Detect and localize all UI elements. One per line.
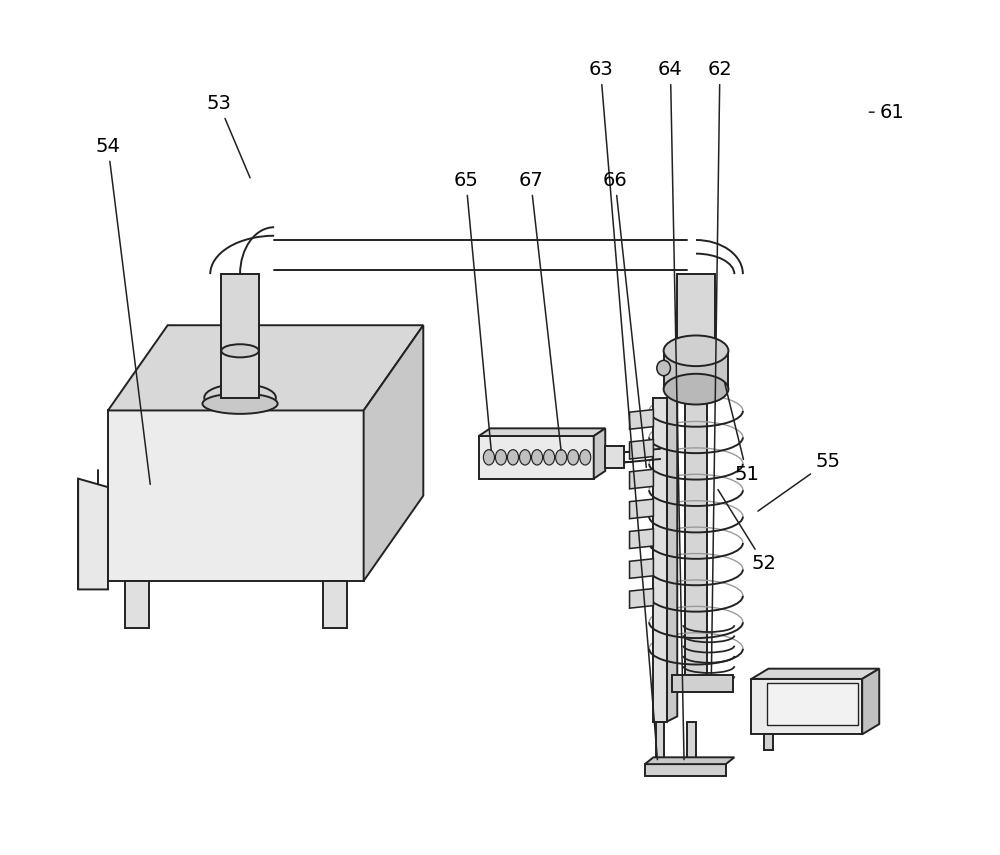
Text: 66: 66 bbox=[603, 171, 646, 468]
Ellipse shape bbox=[568, 450, 579, 465]
Text: 52: 52 bbox=[718, 490, 777, 574]
Ellipse shape bbox=[519, 450, 531, 465]
Text: 62: 62 bbox=[707, 60, 732, 674]
Polygon shape bbox=[630, 439, 653, 459]
Text: 54: 54 bbox=[96, 137, 150, 485]
Polygon shape bbox=[364, 325, 423, 581]
Text: 65: 65 bbox=[453, 171, 491, 451]
Polygon shape bbox=[630, 529, 653, 549]
Text: 55: 55 bbox=[758, 452, 841, 511]
Ellipse shape bbox=[556, 450, 567, 465]
Polygon shape bbox=[323, 581, 347, 628]
Polygon shape bbox=[656, 722, 664, 764]
Polygon shape bbox=[862, 669, 879, 734]
Ellipse shape bbox=[495, 450, 506, 465]
Polygon shape bbox=[221, 351, 259, 398]
Polygon shape bbox=[108, 410, 364, 581]
Text: 51: 51 bbox=[725, 383, 760, 484]
Polygon shape bbox=[672, 675, 733, 692]
Polygon shape bbox=[751, 669, 879, 679]
Polygon shape bbox=[687, 722, 696, 764]
Ellipse shape bbox=[202, 393, 278, 414]
Polygon shape bbox=[645, 764, 726, 776]
Polygon shape bbox=[630, 410, 653, 429]
Polygon shape bbox=[605, 446, 624, 469]
Ellipse shape bbox=[507, 450, 519, 465]
Polygon shape bbox=[764, 734, 773, 750]
Text: 67: 67 bbox=[518, 171, 561, 451]
Polygon shape bbox=[221, 274, 259, 351]
Ellipse shape bbox=[664, 374, 728, 404]
Text: 53: 53 bbox=[206, 94, 250, 178]
Polygon shape bbox=[685, 389, 707, 683]
Polygon shape bbox=[630, 558, 653, 578]
Text: 61: 61 bbox=[869, 103, 904, 121]
Text: 63: 63 bbox=[588, 60, 657, 759]
Ellipse shape bbox=[580, 450, 591, 465]
Polygon shape bbox=[594, 428, 605, 479]
Ellipse shape bbox=[532, 450, 543, 465]
Ellipse shape bbox=[483, 450, 494, 465]
Polygon shape bbox=[677, 274, 715, 372]
Polygon shape bbox=[125, 581, 149, 628]
Polygon shape bbox=[767, 683, 858, 725]
Ellipse shape bbox=[221, 345, 259, 357]
Ellipse shape bbox=[204, 384, 276, 411]
Polygon shape bbox=[667, 392, 677, 722]
Polygon shape bbox=[653, 398, 667, 722]
Polygon shape bbox=[645, 758, 734, 764]
Ellipse shape bbox=[657, 361, 670, 375]
Polygon shape bbox=[664, 351, 728, 389]
Text: 64: 64 bbox=[658, 60, 684, 759]
Polygon shape bbox=[78, 479, 108, 589]
Polygon shape bbox=[108, 325, 423, 410]
Polygon shape bbox=[479, 428, 605, 436]
Ellipse shape bbox=[544, 450, 555, 465]
Polygon shape bbox=[479, 436, 594, 479]
Polygon shape bbox=[630, 499, 653, 519]
Ellipse shape bbox=[664, 335, 728, 366]
Polygon shape bbox=[630, 588, 653, 608]
Polygon shape bbox=[630, 469, 653, 489]
Polygon shape bbox=[751, 679, 862, 734]
